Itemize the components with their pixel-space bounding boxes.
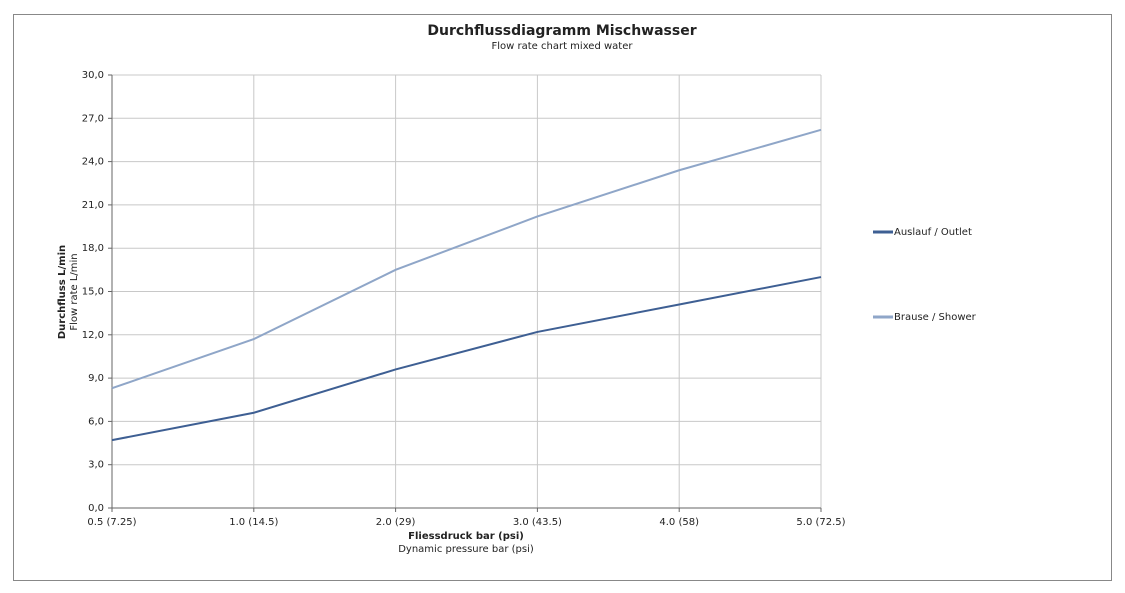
x-tick-label: 5.0 (72.5) [796,517,845,528]
legend-label: Brause / Shower [894,312,977,323]
line-series [111,128,822,390]
x-tick-label: 4.0 (58) [659,517,699,528]
y-tick-label: 27,0 [82,113,104,124]
y-tick-label: 15,0 [82,287,104,298]
y-tick-label: 30,0 [82,70,104,81]
chart-border [13,14,1112,581]
y-tick-label: 12,0 [82,330,104,341]
x-tick-label: 1.0 (14.5) [229,517,278,528]
legend-label: Auslauf / Outlet [894,227,972,238]
x-axis-title: Fliessdruck bar (psi) [408,531,524,542]
x-axis-subtitle: Dynamic pressure bar (psi) [398,544,534,555]
x-tick-label: 3.0 (43.5) [513,517,562,528]
line-series [111,276,822,442]
y-tick-label: 21,0 [82,200,104,211]
chart-title: Durchflussdiagramm Mischwasser [427,23,696,39]
y-axis-subtitle: Flow rate L/min [69,253,80,330]
y-tick-label: 3,0 [88,460,104,471]
y-axis-title: Durchfluss L/min [57,245,68,339]
y-tick-label: 9,0 [88,373,104,384]
x-tick-label: 2.0 (29) [376,517,416,528]
y-tick-label: 6,0 [88,416,104,427]
y-tick-label: 18,0 [82,243,104,254]
y-tick-label: 0,0 [88,503,104,514]
x-tick-label: 0.5 (7.25) [87,517,136,528]
chart-subtitle: Flow rate chart mixed water [492,41,634,52]
y-tick-label: 24,0 [82,157,104,168]
